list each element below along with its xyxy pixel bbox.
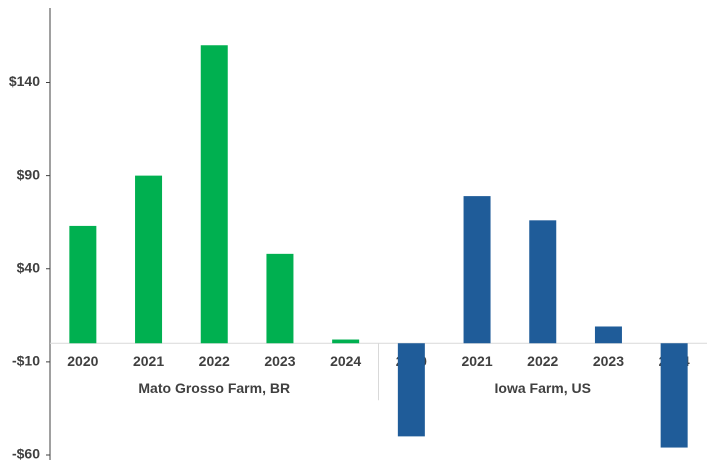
bar xyxy=(135,175,163,344)
y-tick-label: $90 xyxy=(17,166,41,182)
x-tick-label: 2024 xyxy=(330,353,361,369)
bar xyxy=(529,220,557,344)
bar xyxy=(332,339,360,344)
group-label: Iowa Farm, US xyxy=(495,380,591,396)
y-tick-label: $40 xyxy=(17,259,41,275)
x-tick-label: 2022 xyxy=(527,353,558,369)
bar xyxy=(463,196,491,344)
y-tick-label: $140 xyxy=(9,73,40,89)
bar xyxy=(200,45,228,344)
y-tick-label: -$60 xyxy=(12,446,40,462)
x-tick-label: 2022 xyxy=(199,353,230,369)
bar xyxy=(397,343,425,437)
bar xyxy=(266,253,294,344)
x-tick-label: 2021 xyxy=(461,353,492,369)
bar xyxy=(660,343,688,448)
bar xyxy=(594,326,622,344)
x-tick-label: 2020 xyxy=(67,353,98,369)
group-label: Mato Grosso Farm, BR xyxy=(138,380,290,396)
bar xyxy=(69,225,97,344)
x-tick-label: 2023 xyxy=(264,353,295,369)
x-tick-label: 2021 xyxy=(133,353,164,369)
y-tick-label: -$10 xyxy=(12,353,40,369)
x-tick-label: 2023 xyxy=(593,353,624,369)
